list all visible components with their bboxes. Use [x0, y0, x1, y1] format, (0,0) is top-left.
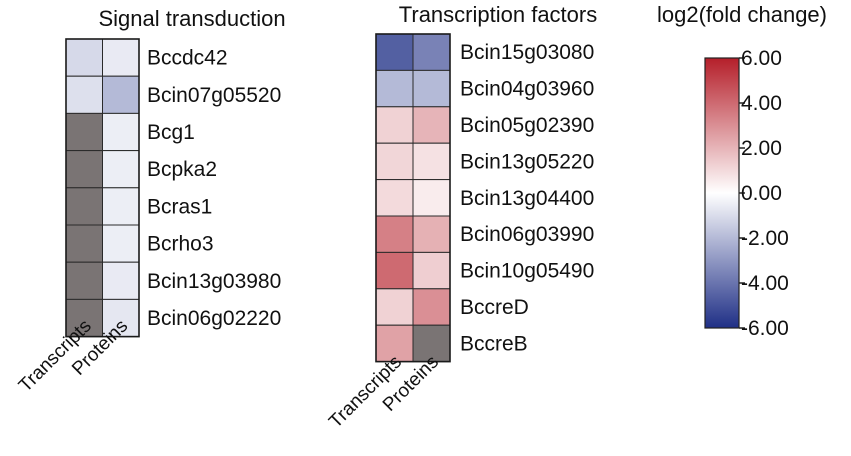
heatmap-cell-bcin15g03080-transcripts — [375, 33, 414, 71]
heatmap-cell-bcin13g03980-transcripts — [65, 261, 103, 300]
transcription-factors-panel: Transcription factors Bcin15g03080 Bcin04… — [325, 2, 597, 432]
heatmap-cell-bcg1-proteins — [102, 112, 140, 152]
row-label-bcin13g04400: Bcin13g04400 — [460, 187, 594, 210]
heatmap-cell-bcras1-proteins — [102, 187, 140, 226]
heatmap-cells-signal-transduction — [65, 38, 140, 338]
row-label-bcin15g03080: Bcin15g03080 — [460, 41, 594, 64]
heatmap-cell-bccdc42-proteins — [102, 38, 140, 77]
heatmap-cell-bcin05g02390-transcripts — [375, 106, 414, 144]
heatmap-cell-bcin13g03980-proteins — [102, 261, 140, 300]
heatmap-cell-bcin13g04400-proteins — [412, 179, 451, 217]
heatmap-cell-bcin13g05220-transcripts — [375, 142, 414, 181]
heatmap-cell-bcin06g02220-proteins — [102, 298, 140, 338]
row-label-bcin06g02220: Bcin06g02220 — [147, 307, 281, 330]
row-label-bccdc42: Bccdc42 — [147, 47, 228, 70]
panel-title-signal-transduction: Signal transduction — [98, 6, 285, 31]
legend-tick-label: -2.00 — [741, 227, 789, 250]
legend-tick-label: 6.00 — [741, 47, 782, 70]
legend-tick-label: 0.00 — [741, 182, 782, 205]
row-label-bccreb: BccreB — [460, 332, 528, 355]
row-labels-transcription-factors: Bcin15g03080 Bcin04g03960 Bcin05g02390 Bcin… — [460, 41, 594, 355]
heatmap-cell-bccred-transcripts — [375, 288, 414, 326]
legend-tick-label: 4.00 — [741, 92, 782, 115]
heatmap-cell-bcpka2-proteins — [102, 150, 140, 189]
heatmap-cell-bcin07g05520-proteins — [102, 75, 140, 114]
panel-title-transcription-factors: Transcription factors — [399, 2, 597, 27]
heatmap-cells-transcription-factors — [375, 33, 451, 363]
row-label-bcg1: Bcg1 — [147, 121, 195, 144]
signal-transduction-panel: Signal transduction Bccdc42Bcin07g05520B… — [15, 6, 286, 396]
row-label-bcin13g03980: Bcin13g03980 — [147, 270, 281, 293]
legend-tick-label: 2.00 — [741, 137, 782, 160]
heatmap-cell-bcin10g05490-proteins — [412, 251, 451, 290]
row-label-bccred: BccreD — [460, 296, 529, 319]
row-label-bcin06g03990: Bcin06g03990 — [460, 223, 594, 246]
heatmap-cell-bcin05g02390-proteins — [412, 106, 451, 144]
heatmap-frame — [65, 38, 140, 338]
heatmap-cell-bcin07g05520-transcripts — [65, 75, 103, 114]
row-label-bcin10g05490: Bcin10g05490 — [460, 260, 594, 283]
legend-tick-label: -4.00 — [741, 272, 789, 295]
heatmap-cell-bcg1-transcripts — [65, 112, 103, 152]
row-label-bcin13g05220: Bcin13g05220 — [460, 150, 594, 173]
heatmap-cell-bcin10g05490-transcripts — [375, 251, 414, 290]
legend-ticks: 6.00 4.00 2.00 0.00 -2.00 -4.00 -6.00 — [739, 47, 789, 340]
heatmap-cell-bcras1-transcripts — [65, 187, 103, 226]
row-label-bcin04g03960: Bcin04g03960 — [460, 78, 594, 101]
row-label-bcras1: Bcras1 — [147, 195, 212, 218]
row-labels-signal-transduction: Bccdc42 Bcin07g05520 Bcg1 Bcpka2 Bcras1 Bcrho… — [147, 47, 281, 330]
legend-title: log2(fold change) — [657, 2, 827, 27]
heatmap-cell-bcin15g03080-proteins — [412, 33, 451, 71]
color-legend: log2(fold change) 6.00 4.00 2.00 0.00 -2.00 -… — [657, 2, 827, 340]
row-label-bcpka2: Bcpka2 — [147, 158, 217, 181]
heatmap-cell-bcrho3-transcripts — [65, 224, 103, 263]
heatmap-cell-bcpka2-transcripts — [65, 150, 103, 189]
heatmap-cell-bcin06g03990-proteins — [412, 215, 451, 253]
heatmap-cell-bccred-proteins — [412, 288, 451, 326]
heatmap-cell-bcin06g03990-transcripts — [375, 215, 414, 253]
heatmap-cell-bcin04g03960-proteins — [412, 69, 451, 108]
heatmap-cell-bccdc42-transcripts — [65, 38, 103, 77]
row-label-bcin05g02390: Bcin05g02390 — [460, 114, 594, 137]
legend-color-bar — [704, 57, 740, 329]
row-label-bcin07g05520: Bcin07g05520 — [147, 84, 281, 107]
heatmap-frame — [375, 33, 451, 363]
legend-tick-label: -6.00 — [741, 317, 789, 340]
heatmap-cell-bcin04g03960-transcripts — [375, 69, 414, 108]
heatmap-cell-bcin13g04400-transcripts — [375, 179, 414, 217]
heatmap-cell-bcin13g05220-proteins — [412, 142, 451, 181]
heatmap-cell-bcrho3-proteins — [102, 224, 140, 263]
row-label-bcrho3: Bcrho3 — [147, 233, 214, 256]
